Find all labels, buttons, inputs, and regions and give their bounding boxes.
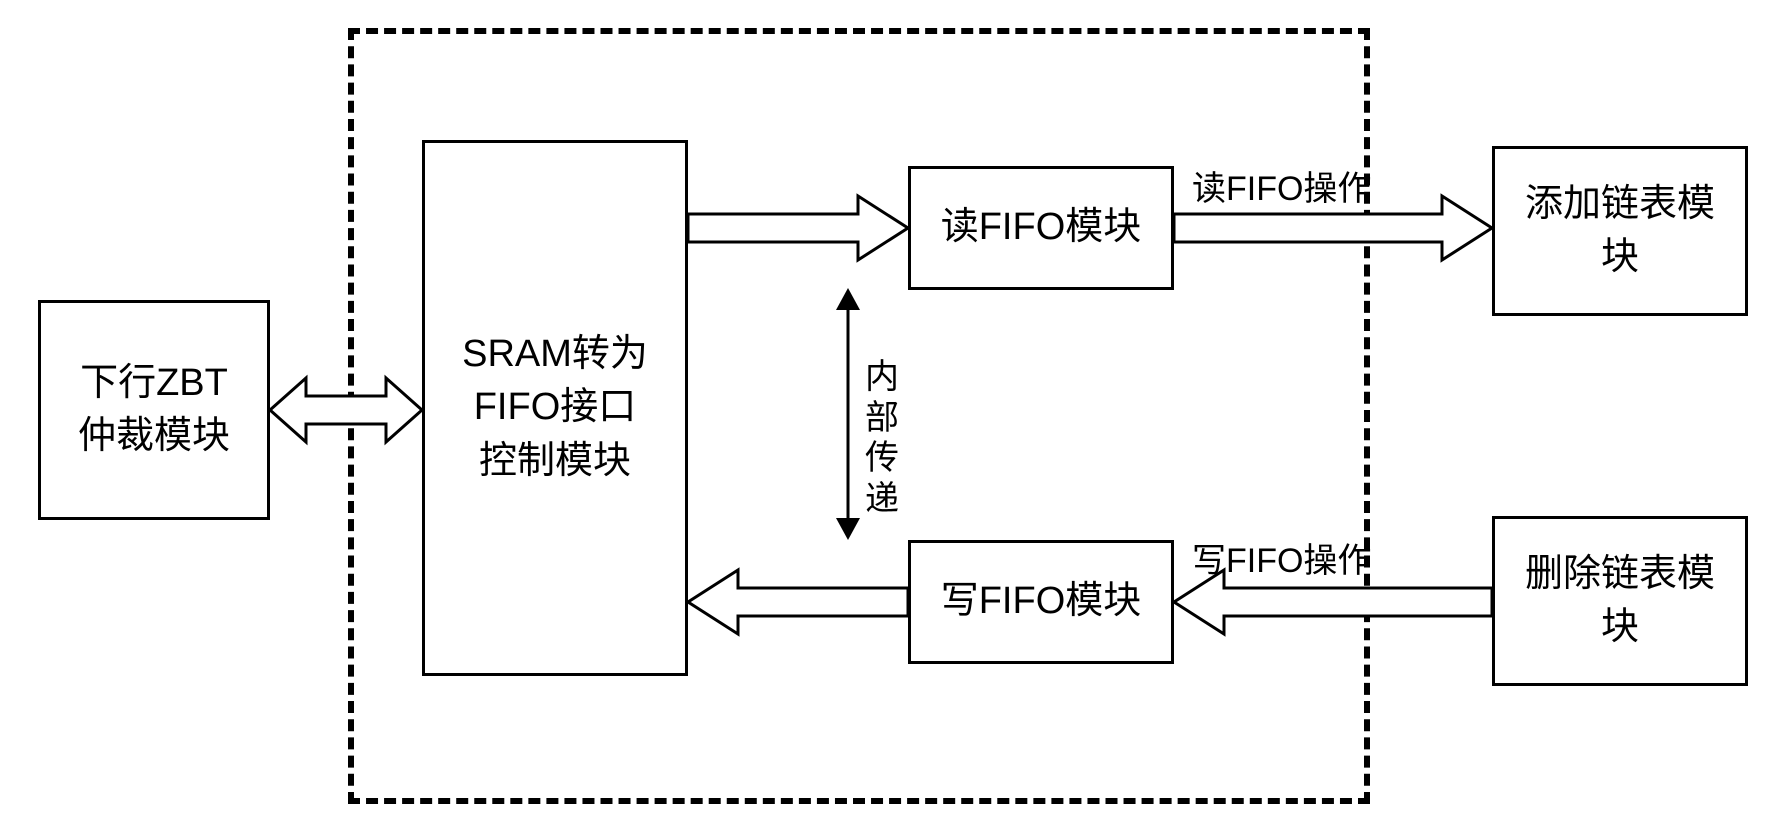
arrow-del-write	[1174, 570, 1492, 634]
arrow-sram-read	[688, 196, 908, 260]
arrow-write-sram	[688, 570, 908, 634]
arrow-read-add	[1174, 196, 1492, 260]
arrow-zbt-sram	[270, 378, 422, 442]
arrows-layer	[0, 0, 1792, 836]
arrow-vertical	[836, 288, 860, 540]
